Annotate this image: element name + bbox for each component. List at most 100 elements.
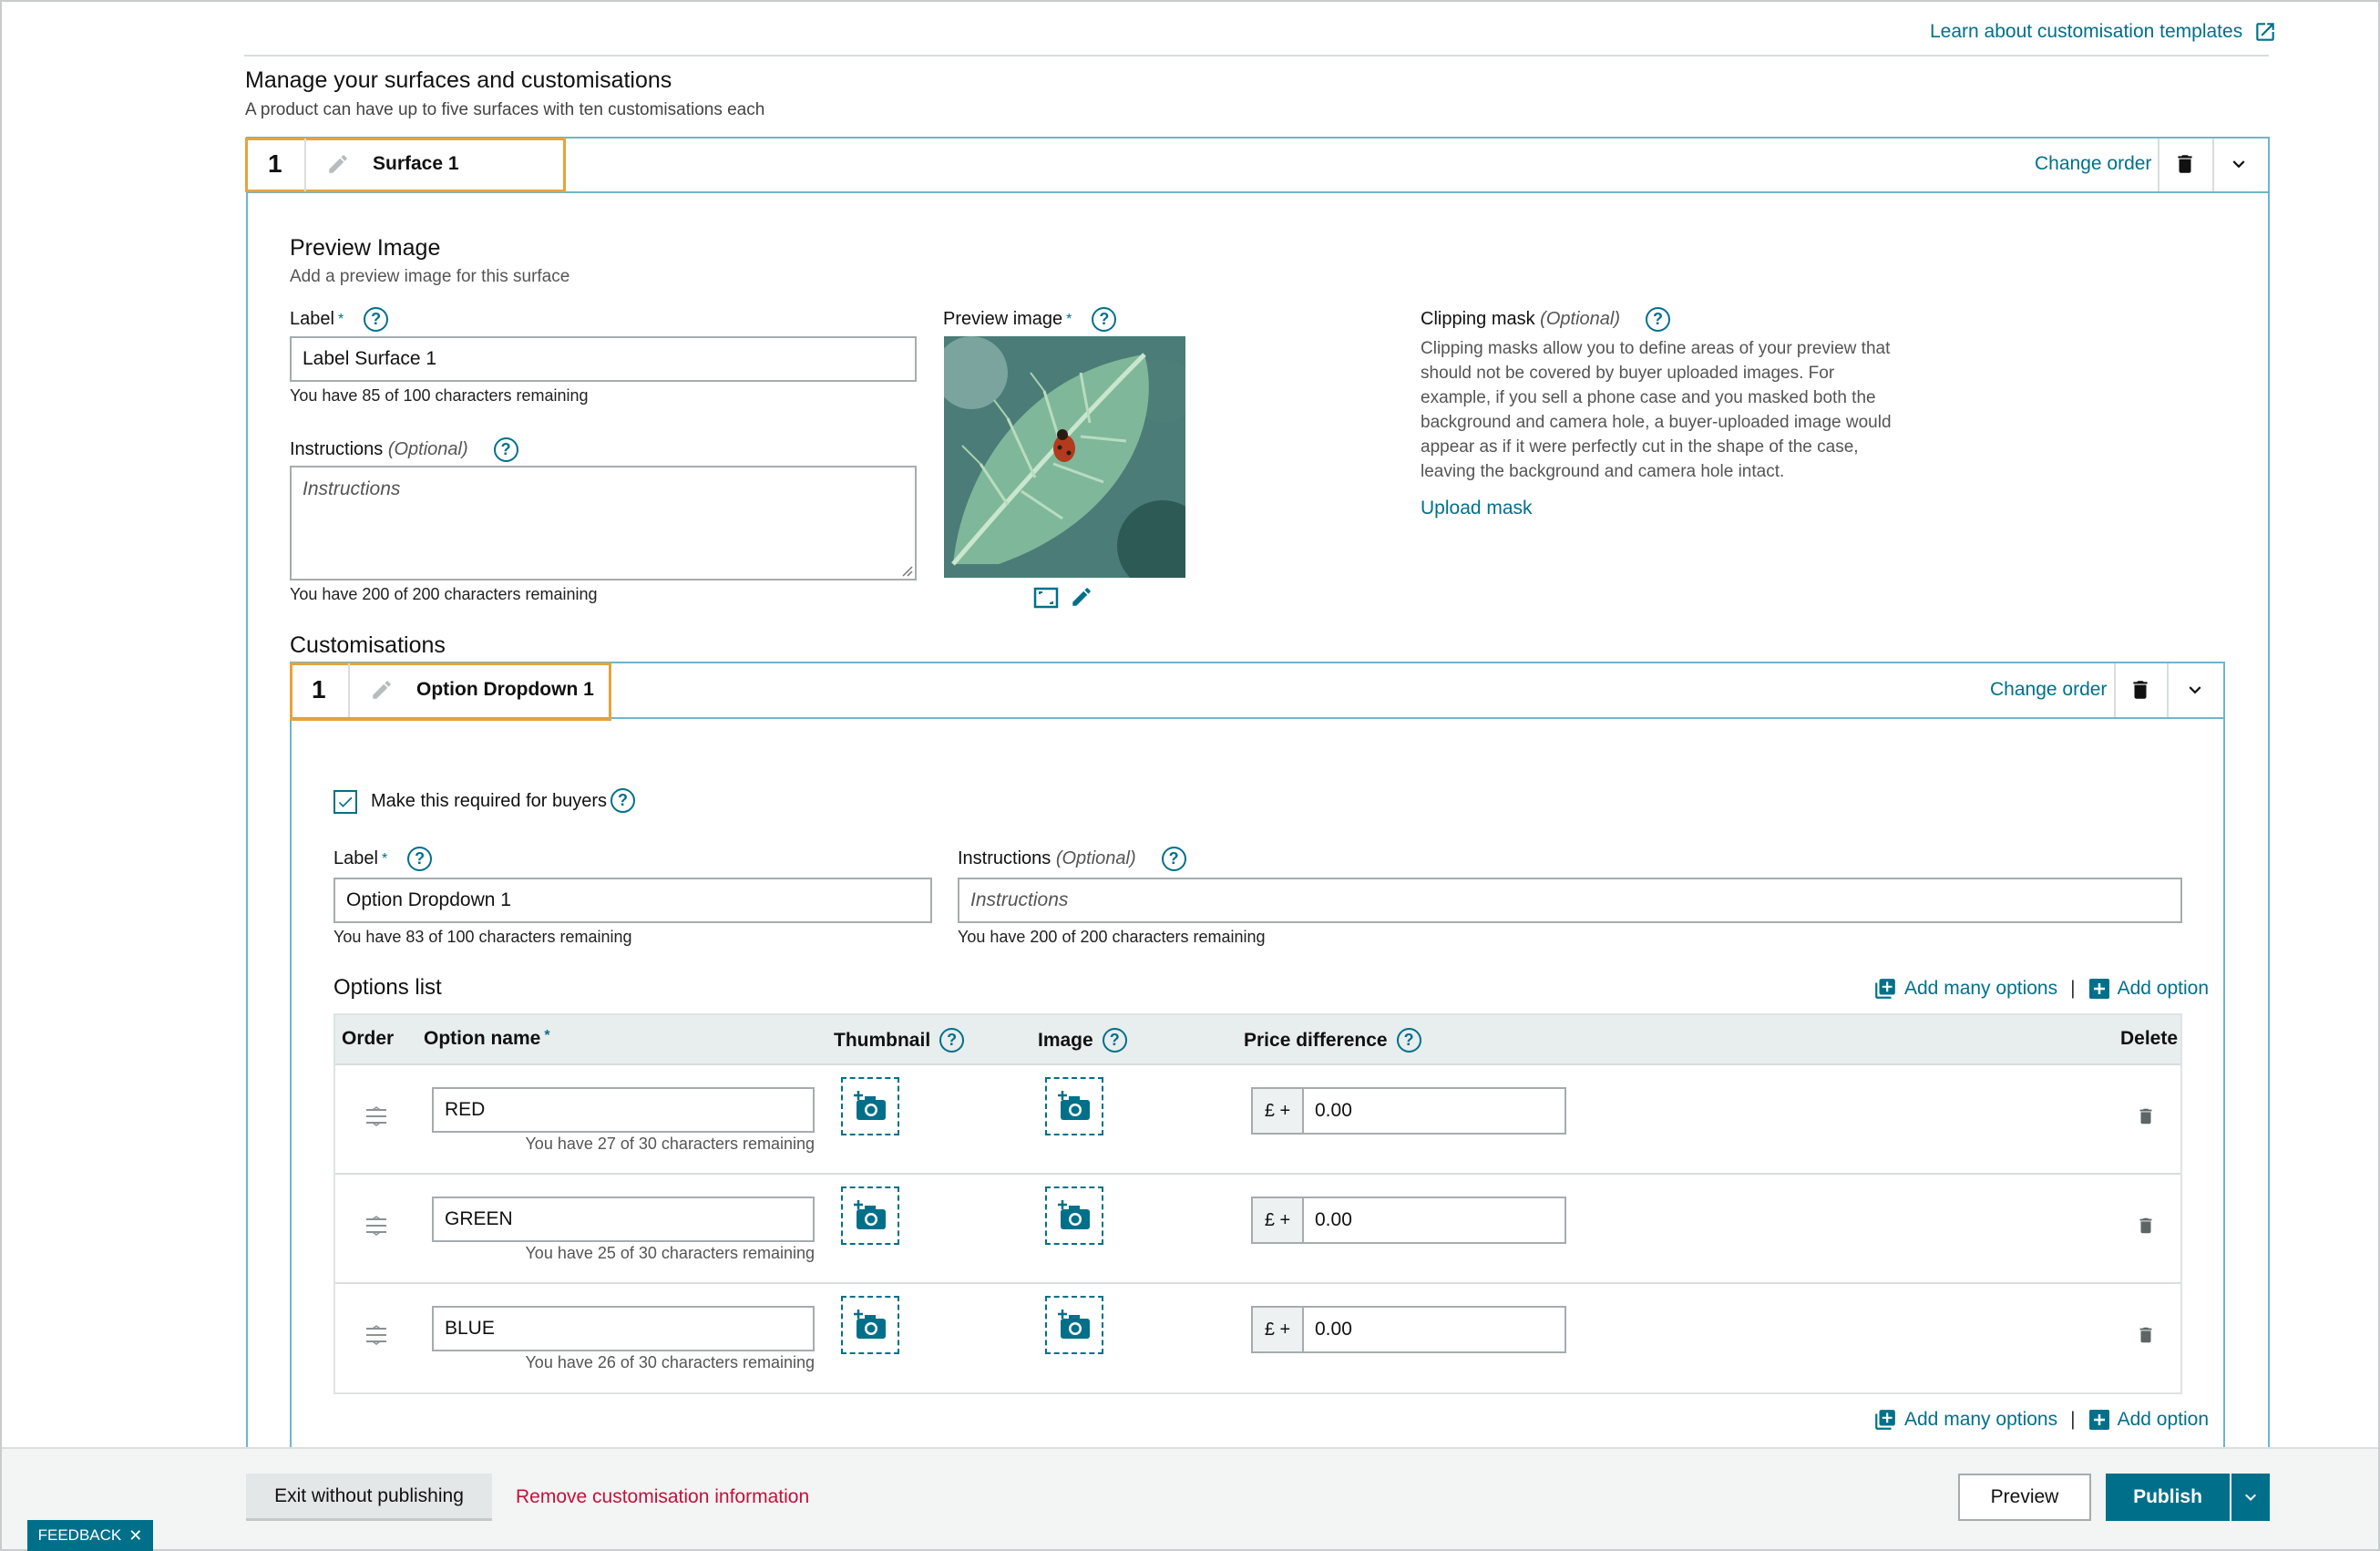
delete-row-icon[interactable] — [2136, 1214, 2156, 1238]
col-option-name-text: Option name — [424, 1028, 541, 1049]
required-help-icon[interactable]: ? — [610, 788, 635, 813]
price-input[interactable]: 0.00 — [1302, 1197, 1566, 1244]
drag-handle-icon[interactable] — [364, 1216, 388, 1236]
drag-handle-icon[interactable] — [364, 1106, 388, 1126]
customisation-delete-icon[interactable] — [2129, 677, 2152, 703]
customisation-label-input[interactable]: Option Dropdown 1 — [333, 878, 932, 923]
surface-hdr-div2 — [2212, 139, 2214, 191]
surface-number-divider — [304, 139, 306, 191]
customisation-instructions-input[interactable]: Instructions — [958, 878, 2182, 923]
customisation-label-help-icon[interactable]: ? — [407, 847, 433, 871]
upload-mask-link[interactable]: Upload mask — [1421, 498, 1533, 519]
publish-button[interactable]: Publish — [2106, 1474, 2230, 1521]
customisation-change-order-link[interactable]: Change order — [1990, 679, 2108, 700]
option-name-input[interactable]: BLUE — [432, 1306, 815, 1351]
add-many-options-link[interactable]: Add many options — [1904, 978, 2058, 999]
external-link-icon — [2256, 23, 2274, 41]
customisation-instructions-help-icon[interactable]: ? — [1161, 847, 1186, 871]
add-many-options-link-bottom[interactable]: Add many options — [1904, 1409, 2058, 1430]
surface-name: Surface 1 — [373, 153, 459, 174]
delete-row-icon[interactable] — [2136, 1323, 2156, 1347]
options-table — [333, 1013, 2182, 1394]
clipping-mask-help-icon[interactable]: ? — [1645, 307, 1670, 332]
price-input[interactable]: 0.00 — [1302, 1087, 1566, 1135]
preview-crop-icon[interactable] — [1033, 587, 1059, 609]
surface-change-order-link[interactable]: Change order — [2035, 153, 2152, 174]
surface-instructions-textarea[interactable]: Instructions — [290, 466, 917, 580]
option-name-hint: You have 27 of 30 characters remaining — [525, 1135, 815, 1153]
price-help-icon[interactable]: ? — [1396, 1028, 1421, 1053]
surface-label-help-icon[interactable]: ? — [364, 307, 389, 332]
surface-instructions-caption-text: Instructions — [290, 439, 384, 459]
surface-label-caption: Label * ? — [290, 307, 389, 332]
preview-image-help-icon[interactable]: ? — [1092, 307, 1117, 332]
customisations-title: Customisations — [290, 632, 446, 658]
feedback-tab[interactable]: FEEDBACK ✕ — [27, 1520, 153, 1551]
add-option-link[interactable]: Add option — [2117, 978, 2209, 999]
required-asterisk: * — [337, 311, 344, 327]
customisation-name: Option Dropdown 1 — [416, 679, 594, 700]
image-upload-button[interactable] — [1045, 1296, 1103, 1354]
price-input[interactable]: 0.00 — [1302, 1306, 1566, 1353]
thumbnail-upload-button[interactable] — [841, 1186, 899, 1245]
col-price-text: Price difference — [1244, 1029, 1388, 1051]
add-photo-icon — [854, 1200, 886, 1229]
image-upload-button[interactable] — [1045, 1077, 1103, 1135]
feedback-label: FEEDBACK — [37, 1526, 122, 1544]
drag-handle-icon[interactable] — [364, 1325, 388, 1345]
surface-edit-icon[interactable] — [326, 152, 350, 176]
currency-prefix: £ + — [1251, 1197, 1304, 1244]
option-name-input[interactable]: RED — [432, 1087, 815, 1133]
surface-delete-icon[interactable] — [2173, 151, 2197, 177]
surface-instructions-hint: You have 200 of 200 characters remaining — [290, 585, 598, 603]
add-option-icon[interactable] — [2088, 1409, 2110, 1431]
preview-section-title: Preview Image — [290, 235, 441, 261]
add-photo-icon — [1058, 1200, 1090, 1229]
chevron-down-icon — [2245, 1494, 2256, 1501]
required-checkbox-label[interactable]: Make this required for buyers — [371, 791, 608, 811]
remove-customisation-link[interactable]: Remove customisation information — [516, 1486, 810, 1507]
exit-without-publishing-button[interactable]: Exit without publishing — [246, 1474, 492, 1521]
surface-collapse-chevron-icon[interactable] — [2227, 152, 2251, 176]
preview-image-caption-text: Preview image — [943, 309, 1063, 329]
thumbnail-upload-button[interactable] — [841, 1077, 899, 1135]
option-name-input[interactable]: GREEN — [432, 1197, 815, 1242]
thumbnail-help-icon[interactable]: ? — [939, 1028, 965, 1053]
add-photo-icon — [854, 1310, 886, 1339]
customisation-collapse-chevron-icon[interactable] — [2183, 678, 2207, 702]
optional-text: (Optional) — [387, 439, 468, 459]
customisation-hdr-div1 — [2114, 663, 2116, 717]
add-option-link-bottom[interactable]: Add option — [2117, 1409, 2209, 1430]
options-bottom-actions: Add many options | Add option — [1873, 1408, 2209, 1432]
col-delete: Delete — [2120, 1028, 2179, 1049]
image-upload-button[interactable] — [1045, 1186, 1103, 1245]
customisation-edit-icon[interactable] — [370, 678, 394, 702]
surface-label-hint: You have 85 of 100 characters remaining — [290, 386, 589, 405]
close-icon[interactable]: ✕ — [128, 1525, 143, 1545]
preview-image-leaf-ladybug — [944, 336, 1185, 578]
required-checkbox[interactable] — [333, 790, 357, 814]
publish-options-dropdown[interactable] — [2231, 1474, 2270, 1521]
add-many-icon[interactable] — [1873, 977, 1897, 1001]
learn-templates-link[interactable]: Learn about customisation templates — [1930, 20, 2277, 44]
col-option-name: Option name * — [424, 1028, 550, 1050]
preview-edit-icon[interactable] — [1070, 585, 1093, 609]
customisation-label-caption: Label * ? — [333, 847, 433, 871]
surface-label-input[interactable]: Label Surface 1 — [290, 336, 917, 382]
surface-instructions-help-icon[interactable]: ? — [493, 437, 518, 462]
surface-instructions-caption: Instructions (Optional) ? — [290, 437, 518, 462]
delete-row-icon[interactable] — [2136, 1104, 2156, 1128]
preview-button[interactable]: Preview — [1958, 1474, 2091, 1521]
clipping-mask-caption: Clipping mask (Optional) ? — [1421, 307, 1670, 332]
col-image-text: Image — [1038, 1029, 1093, 1051]
checkmark-icon — [338, 796, 353, 807]
preview-image-caption: Preview image * ? — [943, 307, 1117, 332]
add-option-icon[interactable] — [2088, 978, 2110, 1000]
image-help-icon[interactable]: ? — [1102, 1028, 1127, 1053]
textarea-resize-handle-icon[interactable] — [900, 564, 913, 577]
col-thumbnail: Thumbnail? — [834, 1028, 965, 1053]
thumbnail-upload-button[interactable] — [841, 1296, 899, 1354]
add-many-icon[interactable] — [1873, 1408, 1897, 1432]
options-top-actions: Add many options | Add option — [1873, 977, 2209, 1001]
add-photo-icon — [1058, 1091, 1090, 1120]
